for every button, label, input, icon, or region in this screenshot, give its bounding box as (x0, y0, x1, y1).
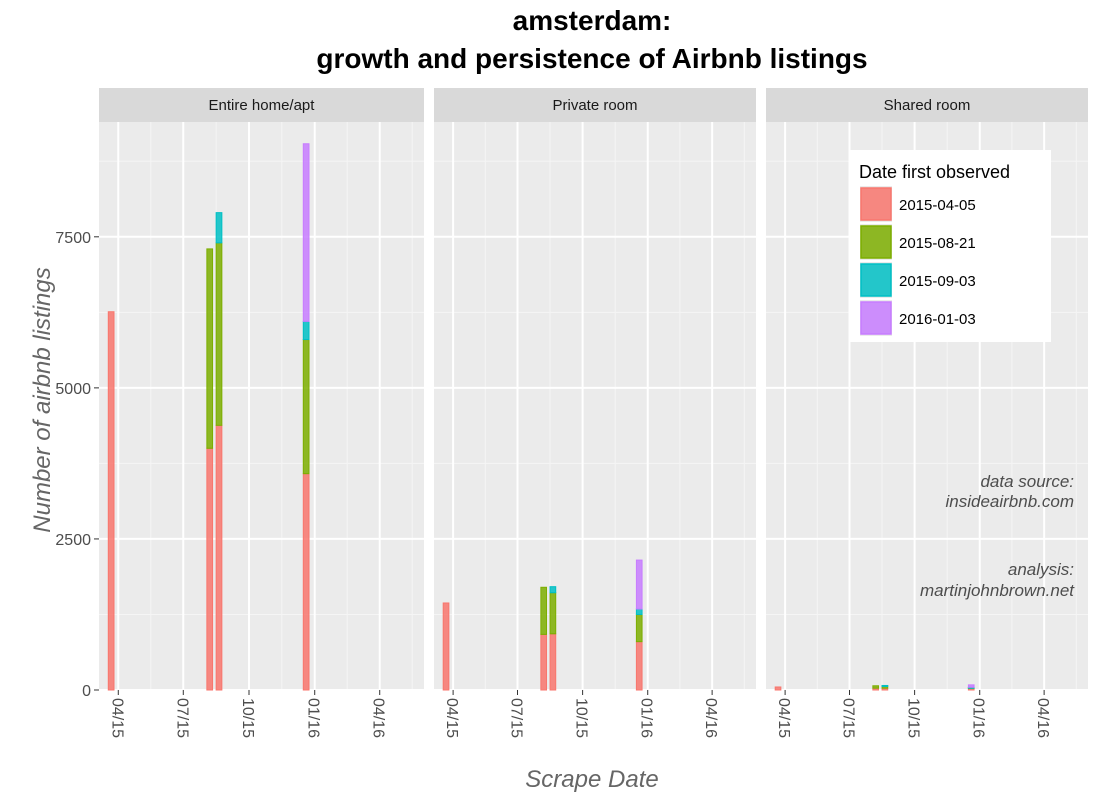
bar-segment (215, 424, 223, 691)
y-tick-label: 2500 (55, 532, 91, 549)
analysis-annotation-line-2: martinjohnbrown.net (920, 581, 1075, 600)
x-tick-label: 10/15 (573, 698, 590, 738)
bar-segment (540, 633, 548, 691)
y-axis-title: Number of airbnb listings (29, 267, 56, 532)
x-tick-label: 10/15 (905, 698, 922, 738)
facet-panel: Private room 04/15 07/15 10/15 01/16 04/16 (434, 88, 756, 738)
bar-segment (442, 602, 450, 691)
legend-key-swatch (860, 301, 892, 335)
bar-segment (967, 684, 975, 688)
legend: Date first observed 2015-04-05 2015-08-21… (849, 150, 1051, 342)
bar-segment (872, 685, 880, 689)
bar-segment (881, 684, 889, 687)
x-tick-label: 07/15 (508, 698, 525, 738)
data-source-annotation-line-1: data source: (980, 472, 1074, 491)
x-tick-label: 01/16 (970, 698, 987, 738)
bar-segment (302, 473, 310, 691)
facet-panel: Entire home/apt 04/15 07/15 10/15 01/16 04/16 (99, 88, 424, 738)
bar-segment (215, 242, 223, 426)
facet-strip-label: Private room (552, 97, 637, 114)
legend-entry-label: 2015-08-21 (899, 235, 976, 252)
x-tick-label: 04/16 (702, 698, 719, 738)
chart-title-line-2: growth and persistence of Airbnb listing… (316, 43, 867, 74)
x-tick-label: 04/15 (443, 698, 460, 738)
legend-title: Date first observed (859, 162, 1010, 182)
bar-segment (635, 608, 643, 615)
legend-entry-label: 2015-04-05 (899, 197, 976, 214)
bar-segment (302, 143, 310, 322)
chart-title-line-1: amsterdam: (513, 5, 672, 36)
y-tick-label: 5000 (55, 381, 91, 398)
bar-segment (549, 592, 557, 635)
bar-segment (206, 447, 214, 691)
bar-segment (302, 339, 310, 475)
bar-segment (540, 586, 548, 635)
x-tick-label: 04/16 (1034, 698, 1051, 738)
bar-segment (215, 212, 223, 244)
x-tick-label: 07/15 (173, 698, 190, 738)
x-tick-label: 04/16 (370, 698, 387, 738)
legend-key-swatch (860, 225, 892, 259)
y-tick-label: 7500 (55, 230, 91, 247)
facet-strip-label: Shared room (884, 97, 971, 114)
bar-segment (302, 320, 310, 341)
bar-segment (549, 586, 557, 594)
bar-segment (635, 613, 643, 643)
x-tick-label: 07/15 (840, 698, 857, 738)
bar-segment (635, 641, 643, 691)
bar-segment (206, 248, 214, 449)
x-tick-label: 10/15 (239, 698, 256, 738)
legend-key-swatch (860, 263, 892, 297)
y-axis: 0 2500 5000 7500 (55, 230, 99, 700)
legend-entry-label: 2015-09-03 (899, 273, 976, 290)
facet-strip (99, 88, 424, 122)
data-source-annotation-line-2: insideairbnb.com (945, 492, 1074, 511)
bar-segment (774, 686, 782, 691)
x-tick-label: 04/15 (775, 698, 792, 738)
x-tick-label: 01/16 (638, 698, 655, 738)
bar-segment (549, 633, 557, 691)
facet-strip (434, 88, 756, 122)
bar-segment (107, 311, 115, 691)
panel-background (99, 122, 424, 690)
panel-background (434, 122, 756, 690)
facet-strip (766, 88, 1088, 122)
x-axis-title: Scrape Date (525, 766, 658, 793)
analysis-annotation-line-1: analysis: (1008, 560, 1074, 579)
facet-strip-label: Entire home/apt (209, 97, 316, 114)
bar-segment (635, 559, 643, 610)
legend-entry-label: 2016-01-03 (899, 311, 976, 328)
annotations: data source: insideairbnb.com analysis: … (920, 472, 1075, 600)
y-tick-label: 0 (82, 683, 91, 700)
legend-key-swatch (860, 187, 892, 221)
x-tick-label: 01/16 (305, 698, 322, 738)
x-tick-label: 04/15 (108, 698, 125, 738)
